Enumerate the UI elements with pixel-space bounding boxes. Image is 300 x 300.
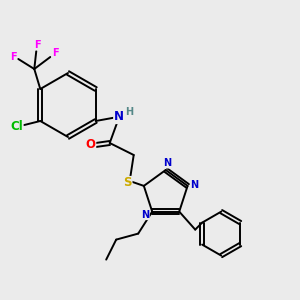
Text: O: O xyxy=(86,139,96,152)
Text: N: N xyxy=(141,210,149,220)
Text: N: N xyxy=(114,110,124,124)
Text: F: F xyxy=(52,48,59,58)
Text: S: S xyxy=(124,176,132,190)
Text: N: N xyxy=(163,158,171,168)
Text: Cl: Cl xyxy=(10,119,23,133)
Text: H: H xyxy=(125,107,133,117)
Text: N: N xyxy=(190,180,199,190)
Text: F: F xyxy=(34,40,40,50)
Text: F: F xyxy=(10,52,16,62)
